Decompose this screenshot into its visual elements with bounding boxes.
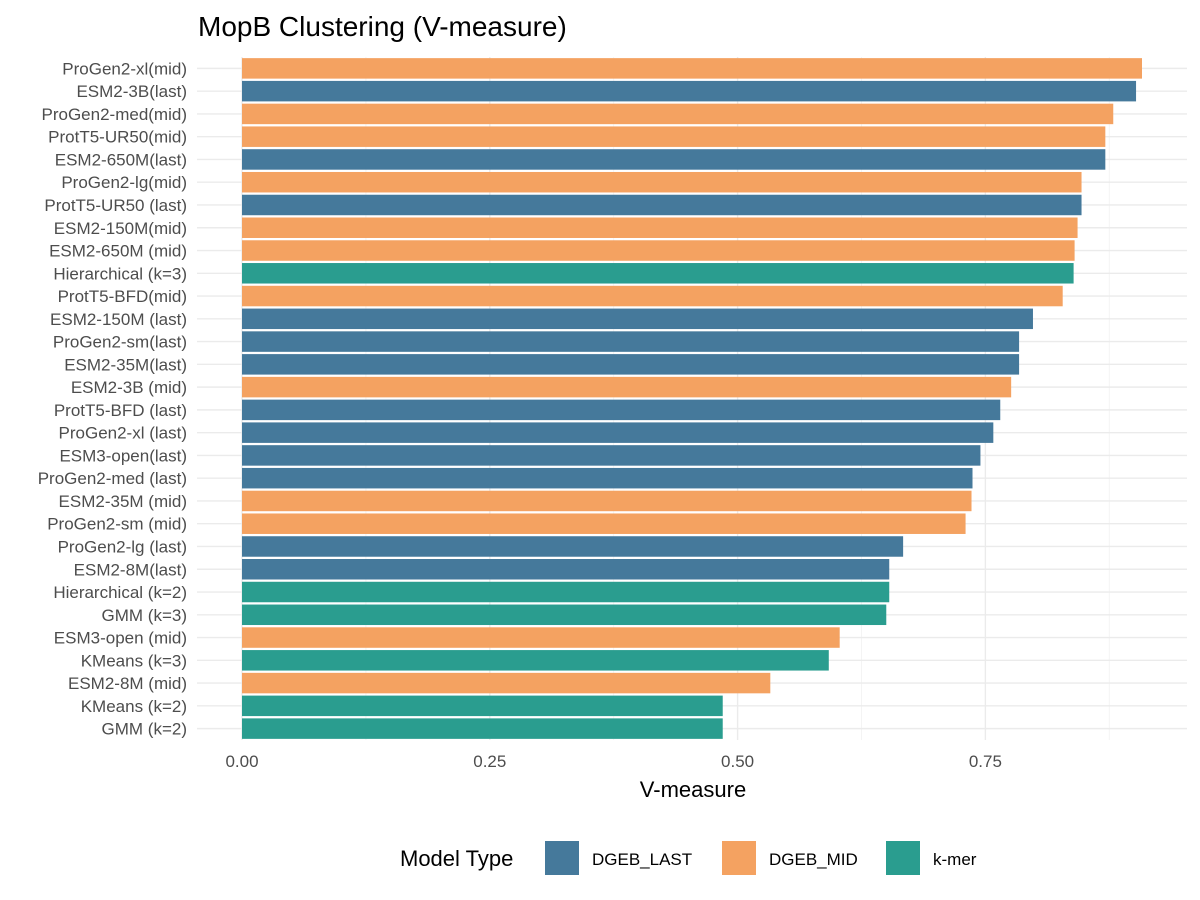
y-tick-label-14: ESM2-3B (mid) xyxy=(71,378,187,397)
bar-9 xyxy=(242,263,1074,284)
bar-29 xyxy=(242,718,723,739)
y-tick-label-4: ESM2-650M(last) xyxy=(55,150,187,169)
bar-17 xyxy=(242,445,981,466)
y-tick-label-8: ESM2-650M (mid) xyxy=(49,242,187,261)
legend-swatch-1 xyxy=(722,841,756,875)
y-tick-label-9: Hierarchical (k=3) xyxy=(53,264,187,283)
y-tick-label-11: ESM2-150M (last) xyxy=(50,310,187,329)
legend-label-1: DGEB_MID xyxy=(769,850,858,869)
bar-14 xyxy=(242,376,1012,398)
y-tick-label-22: ESM2-8M(last) xyxy=(74,560,187,579)
y-tick-label-27: ESM2-8M (mid) xyxy=(68,674,187,693)
bar-0 xyxy=(242,58,1142,79)
y-tick-label-25: ESM3-open (mid) xyxy=(54,629,187,648)
legend: Model Type DGEB_LAST DGEB_MID k-mer xyxy=(400,841,977,875)
bar-19 xyxy=(242,490,972,512)
bar-25 xyxy=(242,627,840,648)
y-tick-label-1: ESM2-3B(last) xyxy=(76,82,187,101)
x-tick-label-0: 0.00 xyxy=(225,752,258,771)
y-tick-label-21: ProGen2-lg (last) xyxy=(58,537,187,556)
y-tick-label-23: Hierarchical (k=2) xyxy=(53,583,187,602)
y-tick-label-7: ESM2-150M(mid) xyxy=(54,219,187,238)
bar-23 xyxy=(242,581,890,603)
chart-title: MopB Clustering (V-measure) xyxy=(198,11,567,42)
bar-7 xyxy=(242,217,1078,238)
y-tick-label-17: ESM3-open(last) xyxy=(59,446,187,465)
bar-26 xyxy=(242,650,829,671)
legend-swatch-2 xyxy=(886,841,920,875)
y-tick-label-2: ProGen2-med(mid) xyxy=(42,105,188,124)
y-tick-labels: ProGen2-xl(mid) ESM2-3B(last) ProGen2-med(… xyxy=(38,59,187,738)
y-tick-label-13: ESM2-35M(last) xyxy=(64,355,187,374)
bar-12 xyxy=(242,331,1020,352)
y-tick-label-5: ProGen2-lg(mid) xyxy=(61,173,187,192)
y-tick-label-29: GMM (k=2) xyxy=(102,720,187,739)
bar-11 xyxy=(242,308,1033,330)
bar-4 xyxy=(242,149,1106,170)
bar-2 xyxy=(242,103,1114,125)
y-tick-label-12: ProGen2-sm(last) xyxy=(53,333,187,352)
y-tick-label-16: ProGen2-xl (last) xyxy=(59,424,187,443)
y-tick-label-18: ProGen2-med (last) xyxy=(38,469,187,488)
bar-27 xyxy=(242,672,771,694)
bar-8 xyxy=(242,240,1075,261)
x-axis-title: V-measure xyxy=(640,777,746,802)
y-tick-label-28: KMeans (k=2) xyxy=(81,697,187,716)
legend-label-0: DGEB_LAST xyxy=(592,850,692,869)
x-tick-label-2: 0.50 xyxy=(721,752,754,771)
bar-21 xyxy=(242,536,904,557)
bar-28 xyxy=(242,695,723,717)
y-tick-label-26: KMeans (k=3) xyxy=(81,651,187,670)
y-tick-label-0: ProGen2-xl(mid) xyxy=(62,59,187,78)
bar-1 xyxy=(242,80,1137,102)
legend-title: Model Type xyxy=(400,846,513,871)
y-tick-label-6: ProtT5-UR50 (last) xyxy=(44,196,187,215)
legend-label-2: k-mer xyxy=(933,850,977,869)
x-tick-labels: 0.00 0.25 0.50 0.75 xyxy=(225,752,1001,771)
bars-group xyxy=(242,58,1142,739)
y-tick-label-15: ProtT5-BFD (last) xyxy=(54,401,187,420)
bar-20 xyxy=(242,513,966,534)
bar-22 xyxy=(242,559,890,580)
x-tick-label-1: 0.25 xyxy=(473,752,506,771)
y-tick-label-10: ProtT5-BFD(mid) xyxy=(58,287,187,306)
bar-24 xyxy=(242,604,887,626)
bar-13 xyxy=(242,354,1020,375)
bar-6 xyxy=(242,194,1082,216)
x-tick-label-3: 0.75 xyxy=(969,752,1002,771)
legend-items: DGEB_LAST DGEB_MID k-mer xyxy=(545,841,977,875)
bar-16 xyxy=(242,422,994,443)
y-tick-label-19: ESM2-35M (mid) xyxy=(59,492,187,511)
y-tick-label-3: ProtT5-UR50(mid) xyxy=(48,128,187,147)
bar-3 xyxy=(242,126,1106,147)
bar-18 xyxy=(242,467,973,489)
legend-swatch-0 xyxy=(545,841,579,875)
bar-5 xyxy=(242,171,1082,193)
y-tick-label-24: GMM (k=3) xyxy=(102,606,187,625)
bar-10 xyxy=(242,285,1063,307)
bar-15 xyxy=(242,399,1001,421)
y-tick-label-20: ProGen2-sm (mid) xyxy=(47,515,187,534)
